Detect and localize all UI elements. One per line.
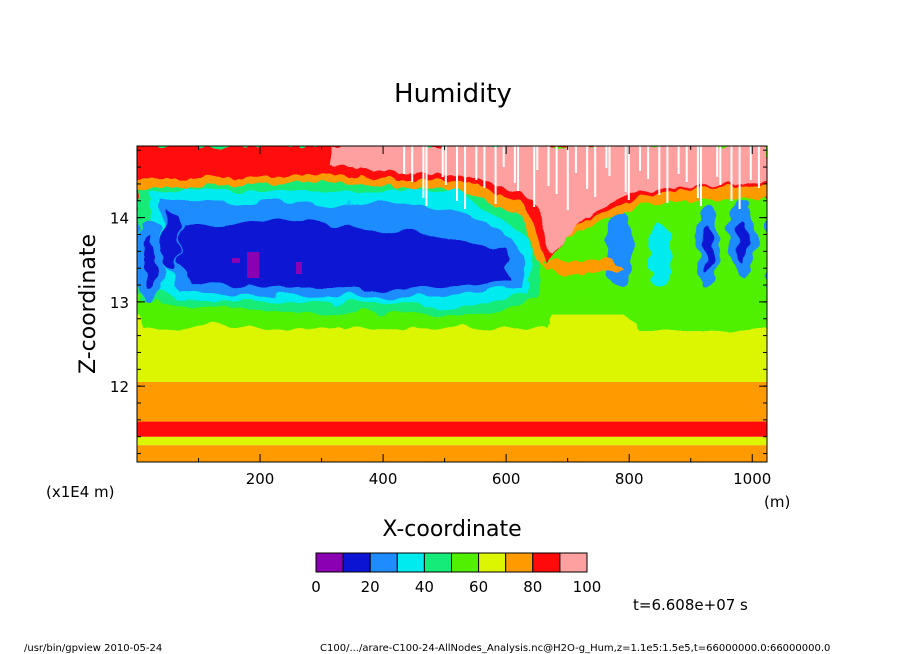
chart-title: Humidity	[394, 79, 512, 109]
colorbar-swatch	[559, 552, 588, 573]
x-axis-label: X-coordinate	[382, 517, 521, 542]
colorbar-label: 0	[311, 578, 321, 596]
streak	[444, 146, 447, 185]
streak	[566, 146, 569, 210]
humidity-layer	[137, 445, 767, 462]
colorbar-label: 40	[415, 578, 434, 596]
dark-blue-core	[178, 222, 510, 290]
y-tick-label: 12	[110, 378, 129, 396]
streak	[464, 146, 467, 209]
streak	[658, 146, 661, 195]
contour-plot-area	[137, 146, 767, 462]
colorbar-swatch	[532, 552, 561, 573]
streak	[677, 146, 680, 174]
x-tick-label: 400	[369, 470, 398, 488]
colorbar	[315, 552, 588, 573]
streak	[456, 146, 458, 201]
streak	[441, 146, 444, 177]
blue-cell	[650, 221, 670, 289]
x-unit-label: (m)	[764, 493, 790, 511]
streak	[586, 146, 589, 189]
streak	[494, 146, 497, 204]
streak	[403, 146, 406, 174]
streak	[574, 146, 577, 173]
streak	[594, 146, 597, 197]
streak	[749, 146, 752, 180]
streak	[533, 146, 536, 207]
streak	[475, 146, 478, 180]
streak	[730, 146, 733, 201]
streak	[666, 146, 669, 203]
streak	[517, 146, 519, 191]
streak	[555, 146, 558, 194]
streak	[719, 146, 722, 185]
colorbar-label: 80	[523, 578, 542, 596]
colorbar-label: 60	[469, 578, 488, 596]
colorbar-label: 20	[361, 578, 380, 596]
blue-cell	[144, 236, 156, 288]
blue-cell	[703, 226, 713, 270]
streak	[627, 146, 630, 200]
streak	[483, 146, 486, 188]
streak	[502, 146, 505, 167]
colorbar-swatch	[342, 552, 371, 573]
streak	[608, 146, 611, 176]
colorbar-swatch	[315, 552, 344, 573]
blue-cell	[737, 222, 747, 262]
footer-right: C100/.../arare-C100-24-AllNodes_Analysis…	[320, 643, 830, 654]
streak	[639, 146, 641, 171]
x-axis-ticks: 200 400 600 800 1000	[198, 146, 771, 488]
contour-features	[137, 146, 767, 330]
footer-left: /usr/bin/gpview 2010-05-24	[24, 643, 162, 654]
streak	[425, 146, 428, 206]
pink-upper	[330, 146, 767, 255]
streak	[605, 146, 608, 168]
colorbar-label: 100	[573, 578, 602, 596]
streak	[685, 146, 688, 182]
humidity-layer	[137, 436, 767, 446]
colorbar-swatch	[369, 552, 398, 573]
y-scale-label: (x1E4 m)	[46, 483, 115, 501]
blue-cell	[162, 210, 178, 270]
streak	[624, 146, 627, 192]
humidity-layer	[137, 381, 767, 422]
y-axis-ticks: 12 13 14	[110, 149, 767, 455]
humidity-layer	[137, 421, 767, 437]
streak	[547, 146, 550, 186]
colorbar-swatch	[451, 552, 480, 573]
colorbar-ticks: 0 20 40 60 80 100	[311, 578, 601, 596]
streak	[513, 146, 516, 183]
streak	[757, 146, 760, 188]
streak	[738, 146, 741, 209]
colorbar-swatch	[505, 552, 534, 573]
streak	[647, 146, 650, 179]
y-tick-label: 13	[110, 294, 129, 312]
streak	[716, 146, 719, 177]
x-tick-label: 200	[246, 470, 275, 488]
colorbar-swatch	[478, 552, 507, 573]
purple-spots	[232, 252, 302, 278]
streak	[696, 146, 699, 198]
streak	[411, 146, 414, 182]
streak	[422, 146, 425, 198]
white-streaks	[403, 146, 760, 210]
blue-cell	[606, 210, 634, 290]
time-label: t=6.608e+07 s	[633, 596, 748, 614]
orange-patch	[540, 258, 625, 276]
streak	[536, 146, 539, 170]
x-tick-label: 800	[615, 470, 644, 488]
colorbar-swatch	[423, 552, 452, 573]
x-tick-label: 600	[492, 470, 521, 488]
y-tick-label: 14	[110, 210, 129, 228]
y-axis-label: Z-coordinate	[76, 234, 101, 374]
x-tick-label: 1000	[733, 470, 771, 488]
plot-frame	[136, 145, 768, 463]
colorbar-swatch	[396, 552, 425, 573]
streak	[700, 146, 702, 206]
